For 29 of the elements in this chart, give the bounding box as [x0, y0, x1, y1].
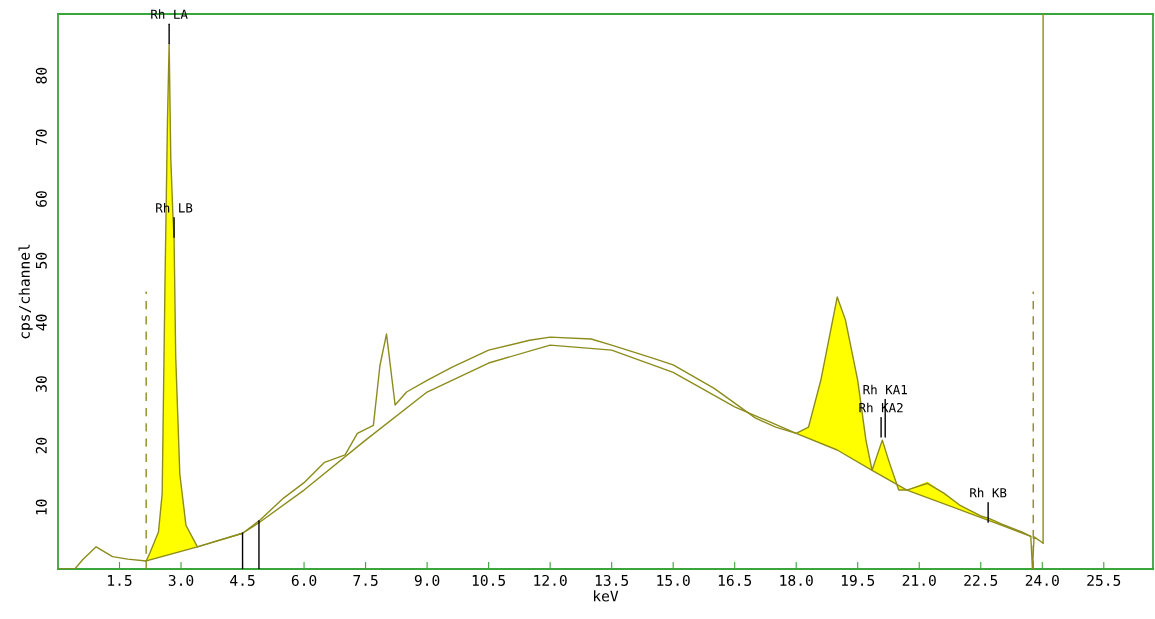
- x-tick-label: 19.5: [841, 574, 875, 586]
- y-tick-label: 40: [35, 314, 47, 331]
- x-tick-label: 24.0: [1025, 574, 1059, 586]
- x-tick-label: 12.0: [534, 574, 567, 586]
- x-tick-label: 4.5: [230, 575, 255, 586]
- x-tick-label: 9.0: [414, 574, 440, 586]
- y-tick-label: 20: [35, 437, 47, 454]
- y-tick-label: 50: [35, 252, 47, 269]
- y-tick-label: 70: [35, 129, 47, 146]
- x-tick-label: 6.0: [291, 574, 317, 586]
- x-tick-label: 16.5: [718, 574, 752, 586]
- x-tick-label: 13.5: [595, 574, 629, 586]
- x-tick-label: 3.0: [168, 574, 194, 586]
- y-tick-label: 10: [35, 499, 47, 515]
- x-axis-title: keV: [594, 590, 619, 602]
- x-tick-label: 22.5: [964, 574, 998, 586]
- annotation: Rh KA1: [863, 384, 907, 395]
- x-tick-label: 1.5: [108, 575, 132, 586]
- x-tick-label: 10.5: [472, 574, 506, 586]
- y-tick-label: 60: [35, 191, 47, 207]
- x-tick-label: 25.5: [1087, 574, 1121, 586]
- x-tick-label: 7.5: [353, 575, 378, 586]
- x-tick-label: 15.0: [657, 574, 690, 586]
- y-tick-label: 80: [35, 67, 47, 84]
- x-tick-label: 18.0: [780, 574, 813, 586]
- y-axis-title: cps/channel: [18, 244, 33, 339]
- x-tick-label: 21.0: [902, 574, 936, 586]
- annotation: Rh KB: [970, 487, 1007, 498]
- y-tick-label: 30: [35, 376, 47, 392]
